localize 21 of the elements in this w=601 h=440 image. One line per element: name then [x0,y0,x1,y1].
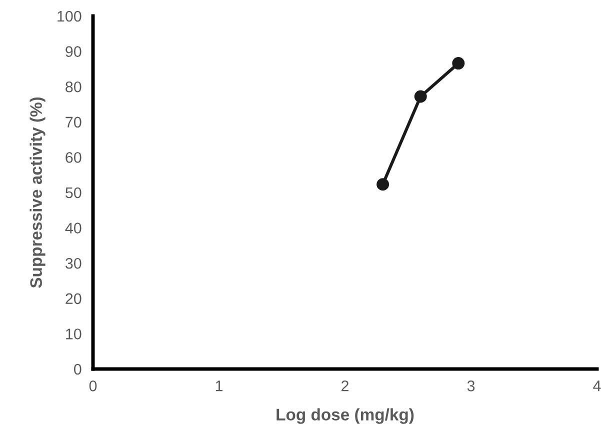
y-tick-label: 50 [66,187,82,198]
y-tick-label: 30 [65,258,82,269]
y-tick-label: 20 [66,293,82,304]
y-tick-label: 70 [66,116,82,128]
y-tick-label: 60 [66,152,82,163]
y-tick-label: 40 [65,222,82,234]
x-tick-label: 2 [342,380,348,392]
y-tick-label: 10 [66,328,82,340]
x-tick-label: 1 [216,380,223,392]
y-tick-label: 100 [58,10,82,22]
y-tick-label: 90 [66,46,82,57]
y-tick-label: 80 [66,81,82,92]
point [452,57,465,70]
x-tick-label: 4 [593,380,601,392]
y-axis-title: Suppressive activity (%) [30,97,46,288]
x-axis-title: Log dose (mg/kg) [276,408,414,424]
y-tick-label: 0 [74,364,82,375]
point [414,90,427,103]
x-tick-label: 0 [89,380,97,392]
x-tick-label: 3 [467,380,475,392]
point [376,178,390,191]
